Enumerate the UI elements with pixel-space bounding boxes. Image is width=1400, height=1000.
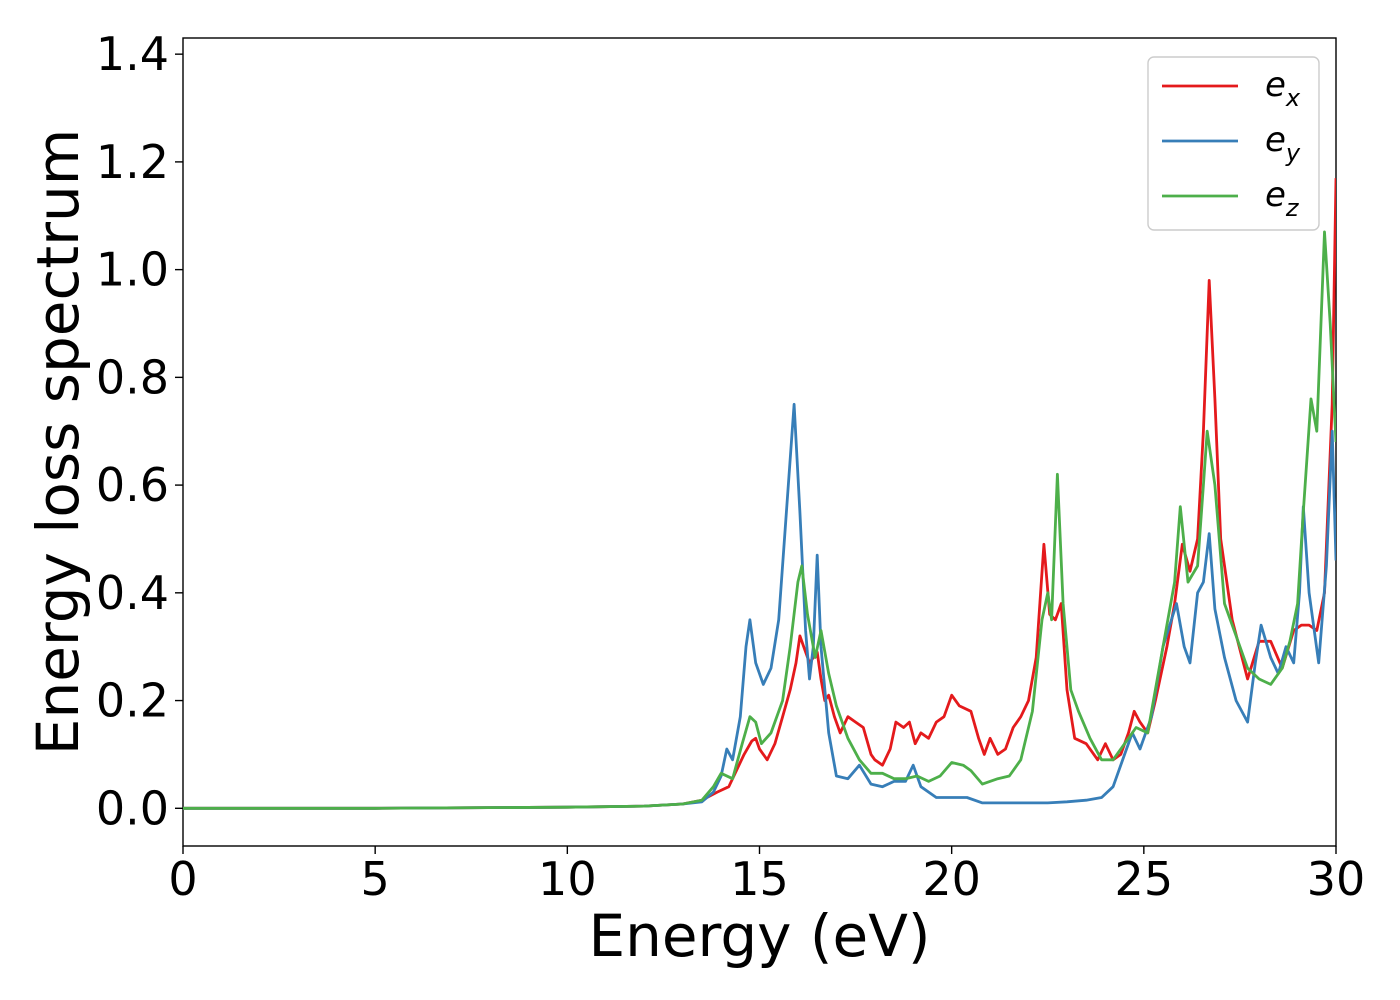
y-axis: 0.0 0.2 0.4 0.6 0.8 1.0 1.2 1.4 [96, 27, 183, 835]
series-layer [183, 178, 1336, 810]
x-axis: 0 5 10 15 20 25 30 [168, 846, 1365, 906]
x-tick-label: 10 [538, 852, 597, 906]
x-tick-label: 5 [361, 852, 390, 906]
y-axis-title: Energy loss spectrum [24, 129, 92, 755]
y-tick-label: 0.8 [96, 350, 169, 404]
x-tick-label: 20 [922, 852, 981, 906]
y-tick-label: 0.6 [96, 458, 169, 512]
y-tick-label: 0.4 [96, 566, 169, 620]
legend-label-ey: ey [1265, 120, 1301, 167]
legend: ex ey ez [1147, 56, 1320, 231]
legend-box [1147, 56, 1320, 231]
x-tick-label: 15 [730, 852, 789, 906]
series-line-ez [183, 230, 1336, 810]
x-tick-label: 25 [1115, 852, 1174, 906]
x-tick-label: 0 [168, 852, 197, 906]
y-tick-label: 1.2 [96, 135, 169, 189]
x-tick-label: 30 [1307, 852, 1366, 906]
y-tick-label: 0.0 [96, 781, 169, 835]
y-tick-label: 1.0 [96, 243, 169, 297]
legend-label-ex: ex [1265, 65, 1301, 112]
x-axis-title: Energy (eV) [588, 902, 930, 970]
y-tick-label: 1.4 [96, 27, 169, 81]
legend-label-ez: ez [1265, 175, 1300, 222]
y-tick-label: 0.2 [96, 674, 169, 728]
series-line-ex [183, 178, 1336, 810]
